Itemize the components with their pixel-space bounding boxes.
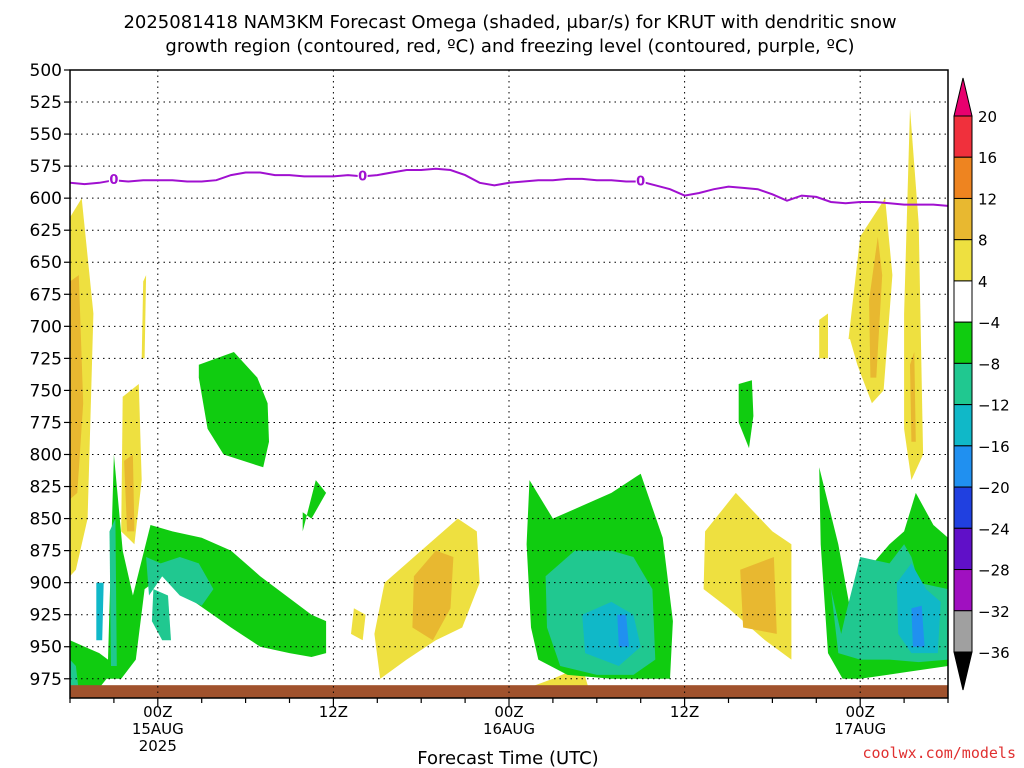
colorbar-label-10: −24	[978, 520, 1010, 538]
colorbar-label-6: −8	[978, 355, 1000, 373]
y-axis: 500 525 550 575 600 625 650 675 700 725 750 775 800 8…	[30, 61, 70, 690]
omega-region-15	[819, 313, 828, 359]
ytick-label-750: 750	[30, 381, 62, 401]
xtick-label-48-1: 17AUG	[834, 720, 886, 738]
omega-region-7	[412, 550, 454, 641]
colorbar-seg-9	[953, 445, 973, 488]
omega-region-4	[141, 275, 147, 359]
colorbar-seg-5	[953, 280, 973, 323]
ytick-label-900: 900	[30, 574, 62, 594]
omega-region-21	[151, 589, 171, 641]
omega-region-5	[351, 608, 366, 641]
colorbar-label-8: −16	[978, 438, 1010, 456]
xtick-label-12-0: 12Z	[319, 703, 348, 721]
ytick-label-850: 850	[30, 510, 62, 530]
xtick-label-0-0: 00Z	[143, 703, 172, 721]
ytick-label-500: 500	[30, 61, 62, 81]
ytick-label-875: 875	[30, 542, 62, 562]
colorbar-seg-11	[953, 527, 973, 571]
ytick-label-575: 575	[30, 157, 62, 177]
colorbar-label-13: −36	[978, 644, 1010, 662]
colorbar-label-9: −20	[978, 479, 1010, 497]
xtick-label-0-2: 2025	[139, 737, 177, 755]
omega-shaded-regions	[70, 108, 948, 696]
ytick-label-950: 950	[30, 638, 62, 658]
omega-region-22	[70, 659, 79, 692]
omega-region-26	[617, 614, 629, 647]
xtick-label-0-1: 15AUG	[132, 720, 184, 738]
omega-region-19	[146, 557, 214, 606]
credit-text: coolwx.com/models	[862, 744, 1016, 762]
colorbar-seg-13	[953, 610, 973, 653]
freezing-level-contour: 0 0 0	[70, 167, 948, 207]
ytick-label-825: 825	[30, 478, 62, 498]
xtick-label-24-0: 00Z	[494, 703, 523, 721]
ytick-label-650: 650	[30, 253, 62, 273]
freezing-label-bg	[108, 172, 119, 187]
ytick-label-625: 625	[30, 221, 62, 241]
colorbar-seg-12	[953, 569, 973, 612]
omega-region-20	[109, 518, 117, 666]
colorbar-label-1: 16	[978, 149, 997, 167]
freezing-level-line	[70, 167, 948, 207]
colorbar-label-12: −32	[978, 603, 1010, 621]
ytick-label-675: 675	[30, 285, 62, 305]
omega-region-10	[740, 557, 777, 634]
colorbar-top-cap	[953, 77, 973, 117]
x-axis-title: Forecast Time (UTC)	[417, 748, 598, 768]
colorbar-seg-6	[953, 321, 973, 364]
xtick-label-36-0: 12Z	[670, 703, 699, 721]
colorbar-label-5: −4	[978, 314, 1000, 332]
ytick-label-725: 725	[30, 349, 62, 369]
xtick-label-24-1: 16AUG	[483, 720, 535, 738]
freezing-label-bg	[357, 168, 368, 183]
colorbar-seg-8	[953, 404, 973, 447]
colorbar-seg-4	[953, 239, 973, 282]
xtick-label-48-0: 00Z	[846, 703, 875, 721]
ytick-label-525: 525	[30, 93, 62, 113]
colorbar-seg-7	[953, 362, 973, 406]
omega-region-13	[904, 108, 924, 481]
colorbar-seg-10	[953, 486, 973, 529]
freezing-level-label: 0	[358, 169, 367, 184]
omega-region-14	[910, 352, 916, 442]
colorbar-label-2: 12	[978, 190, 997, 208]
colorbar-label-11: −28	[978, 562, 1010, 580]
omega-region-27	[738, 380, 754, 449]
freezing-label-bg	[635, 173, 646, 188]
ytick-label-600: 600	[30, 189, 62, 209]
freezing-level-label: 0	[636, 175, 645, 190]
chart-title-line1: 2025081418 NAM3KM Forecast Omega (shaded…	[123, 12, 896, 33]
ytick-label-925: 925	[30, 606, 62, 626]
omega-region-16	[198, 352, 269, 468]
colorbar-label-7: −12	[978, 397, 1010, 415]
chart-title-line2: growth region (contoured, red, ºC) and f…	[165, 36, 854, 57]
colorbar-seg-2	[953, 156, 973, 199]
colorbar-label-4: 4	[978, 273, 988, 291]
omega-region-1	[70, 275, 84, 500]
omega-region-31	[911, 605, 925, 647]
ytick-label-975: 975	[30, 670, 62, 690]
omega-region-17	[302, 480, 327, 532]
omega-region-32	[96, 582, 104, 641]
colorbar-seg-3	[953, 197, 973, 241]
colorbar-seg-1	[953, 115, 973, 158]
colorbar: 20 16 12 8 4 −4 −8 −12 −16 −20 −24 −28 −32 −36	[953, 77, 1010, 691]
ytick-label-700: 700	[30, 317, 62, 337]
omega-region-12	[869, 236, 883, 378]
colorbar-label-0: 20	[978, 108, 997, 126]
colorbar-bottom-cap	[953, 651, 973, 691]
freezing-level-label: 0	[109, 173, 118, 188]
ytick-label-775: 775	[30, 413, 62, 433]
omega-region-3	[124, 454, 135, 532]
ytick-label-550: 550	[30, 125, 62, 145]
colorbar-label-3: 8	[978, 232, 988, 250]
ytick-label-800: 800	[30, 445, 62, 465]
